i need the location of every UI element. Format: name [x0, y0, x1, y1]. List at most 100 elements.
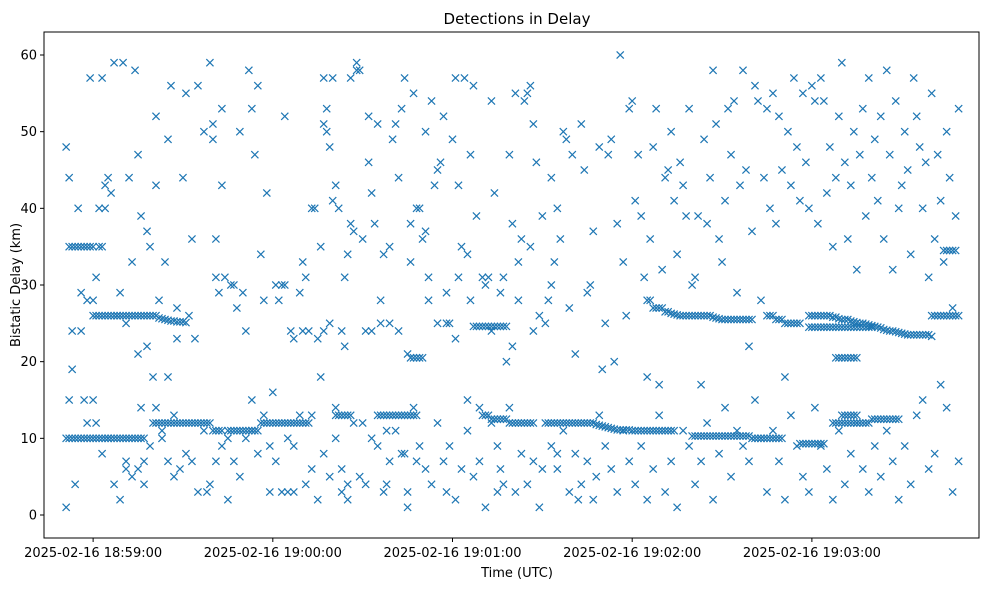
- detection-marker: [370, 219, 379, 228]
- detection-marker: [906, 480, 915, 489]
- detection-marker: [68, 242, 77, 251]
- detection-marker: [807, 439, 816, 448]
- detection-marker: [295, 288, 304, 297]
- detection-marker: [217, 441, 226, 451]
- detection-marker: [178, 317, 187, 326]
- detection-marker: [388, 411, 397, 420]
- detection-marker: [424, 273, 433, 282]
- detection-marker: [122, 464, 131, 474]
- detection-marker: [682, 211, 691, 221]
- detection-marker: [98, 242, 107, 251]
- detection-marker: [442, 487, 451, 497]
- detection-marker: [334, 204, 343, 213]
- detection-marker: [445, 441, 454, 451]
- detection-marker: [119, 311, 128, 320]
- detection-marker: [694, 211, 703, 221]
- detection-marker: [595, 411, 604, 420]
- detection-marker: [897, 181, 906, 190]
- detection-marker: [846, 323, 855, 332]
- detection-marker: [415, 204, 424, 213]
- detection-marker: [391, 119, 400, 129]
- detection-marker: [427, 96, 436, 106]
- detection-marker: [89, 395, 98, 405]
- detection-marker: [888, 326, 897, 336]
- detection-marker: [466, 296, 475, 305]
- detection-marker: [804, 439, 813, 448]
- detection-marker: [367, 326, 376, 336]
- detection-marker: [652, 303, 661, 313]
- detection-marker: [190, 334, 199, 343]
- detection-marker: [307, 411, 316, 420]
- detection-marker: [442, 288, 451, 297]
- detection-marker: [511, 418, 520, 428]
- detection-marker: [744, 342, 754, 351]
- detection-marker: [367, 188, 376, 198]
- detection-marker: [499, 322, 508, 331]
- detection-marker: [493, 441, 502, 451]
- detection-marker: [211, 457, 220, 466]
- detection-marker: [813, 311, 822, 320]
- detection-marker: [172, 317, 181, 326]
- detection-marker: [253, 449, 262, 458]
- detection-marker: [421, 227, 430, 236]
- detection-marker: [604, 423, 613, 432]
- detection-marker: [235, 426, 244, 435]
- detection-marker: [577, 480, 586, 489]
- detection-marker: [906, 250, 915, 259]
- detection-marker: [810, 403, 819, 412]
- detection-marker: [846, 449, 855, 458]
- detection-marker: [756, 434, 765, 443]
- detection-marker: [298, 326, 307, 336]
- detection-marker: [744, 315, 754, 324]
- detection-marker: [523, 89, 532, 98]
- detection-marker: [948, 303, 957, 313]
- detection-marker: [750, 434, 760, 443]
- detection-marker: [337, 326, 346, 336]
- detection-marker: [307, 204, 316, 213]
- detection-marker: [65, 434, 74, 443]
- detection-marker: [712, 119, 721, 129]
- detection-marker: [101, 181, 110, 190]
- detection-marker: [349, 227, 358, 236]
- detection-marker: [451, 334, 460, 343]
- detection-marker: [134, 464, 143, 474]
- detection-marker: [879, 415, 888, 424]
- detection-marker: [948, 311, 957, 320]
- detection-marker: [571, 349, 580, 359]
- detection-marker: [571, 418, 580, 428]
- detection-marker: [244, 66, 253, 75]
- detection-marker: [729, 315, 739, 324]
- detection-marker: [921, 158, 930, 167]
- detection-marker: [478, 322, 487, 331]
- detection-marker: [816, 439, 825, 448]
- detection-marker: [247, 395, 256, 405]
- detection-marker: [954, 311, 963, 320]
- detection-marker: [107, 434, 116, 443]
- detection-marker: [658, 426, 667, 435]
- detection-marker: [652, 426, 661, 435]
- detection-marker: [253, 81, 262, 90]
- detection-marker: [738, 315, 748, 324]
- detection-marker: [289, 334, 298, 343]
- detection-marker: [319, 449, 328, 458]
- detection-marker: [771, 219, 780, 228]
- y-tick-label: 30: [20, 279, 37, 294]
- detection-marker: [95, 311, 104, 320]
- detection-marker: [184, 311, 193, 320]
- detection-marker: [526, 418, 535, 428]
- detection-marker: [553, 204, 562, 213]
- detection-marker: [574, 495, 583, 504]
- detection-marker: [352, 66, 361, 75]
- detection-marker: [936, 196, 945, 205]
- detection-marker: [843, 234, 852, 244]
- detection-marker: [283, 487, 292, 497]
- detection-marker: [864, 323, 873, 332]
- detection-marker: [789, 319, 798, 328]
- detection-marker: [134, 150, 143, 159]
- detection-marker: [697, 432, 706, 441]
- detection-marker: [68, 365, 77, 374]
- detection-marker: [412, 457, 421, 466]
- detection-marker: [337, 464, 346, 474]
- detection-marker: [741, 315, 751, 324]
